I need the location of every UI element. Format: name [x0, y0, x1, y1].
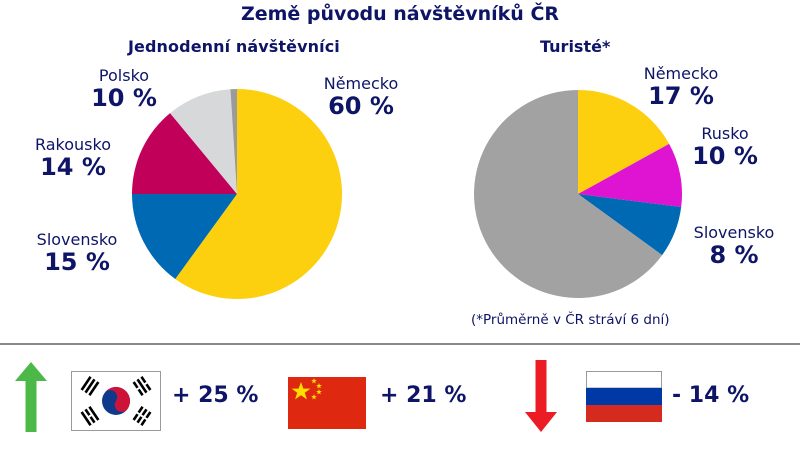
- label-name: Rusko: [701, 124, 749, 143]
- footnote: (*Průměrně v ČR stráví 6 dní): [471, 312, 670, 328]
- label-value: 14 %: [40, 153, 106, 181]
- russia-flag-icon: [586, 371, 662, 422]
- arrow-down-icon: [525, 360, 557, 432]
- pie-slice-rakousko: [132, 113, 237, 194]
- pie-chart-tourists: [474, 90, 682, 298]
- label-poland-day: Polsko 10 %: [64, 66, 184, 112]
- page-title: Země původu návštěvníků ČR: [240, 3, 560, 25]
- pie-slice-rusko: [578, 143, 682, 208]
- pie-chart-day-visitors: [132, 89, 343, 299]
- label-value: 15 %: [44, 248, 110, 276]
- label-russia-tourists: Rusko 10 %: [665, 124, 785, 170]
- pie-slice-polsko: [170, 89, 237, 194]
- pie-slice-německo: [578, 90, 670, 194]
- label-value: 10 %: [91, 84, 157, 112]
- label-value: 60 %: [328, 92, 394, 120]
- left-chart-subtitle: Jednodenní návštěvníci: [128, 37, 340, 56]
- divider: [0, 343, 800, 345]
- label-name: Slovensko: [36, 230, 118, 249]
- label-name: Německo: [643, 64, 719, 83]
- label-value: 17 %: [648, 82, 714, 110]
- pie-slice-slovensko: [578, 194, 682, 256]
- label-name: Slovensko: [693, 223, 775, 242]
- pie-slice-other: [474, 90, 663, 298]
- south-korea-flag-icon: [71, 371, 161, 431]
- pie-slice-německo: [175, 89, 343, 299]
- korea-change-value: + 25 %: [172, 383, 259, 408]
- label-name: Německo: [323, 74, 399, 93]
- arrow-up-icon: [15, 362, 47, 432]
- pie-slice-other: [230, 89, 237, 194]
- pie-slice-slovensko: [132, 194, 237, 279]
- label-name: Polsko: [98, 66, 150, 85]
- label-germany-tourists: Německo 17 %: [621, 64, 741, 110]
- china-flag-icon: [288, 377, 366, 429]
- china-change-value: + 21 %: [380, 383, 467, 408]
- label-value: 8 %: [709, 241, 759, 269]
- russia-change-value: - 14 %: [672, 383, 750, 408]
- label-name: Rakousko: [34, 135, 111, 154]
- label-germany-day: Německo 60 %: [296, 74, 426, 120]
- label-austria-day: Rakousko 14 %: [13, 135, 133, 181]
- label-value: 10 %: [692, 142, 758, 170]
- label-slovakia-tourists: Slovensko 8 %: [674, 223, 794, 269]
- label-slovakia-day: Slovensko 15 %: [17, 230, 137, 276]
- right-chart-subtitle: Turisté*: [540, 37, 611, 56]
